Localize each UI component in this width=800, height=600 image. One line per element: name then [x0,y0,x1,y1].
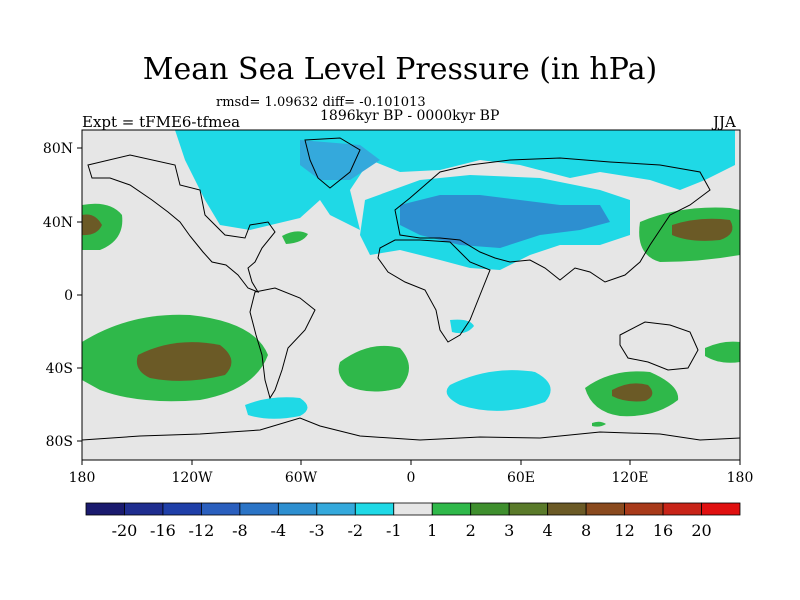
colorbar-swatch [162,502,202,516]
coast-eurasia [394,157,711,283]
coast-south-america [249,287,316,400]
colorbar-label: -12 [189,521,215,540]
colorbar-label: 20 [691,521,711,540]
season-label: JJA [713,113,736,131]
north-atlantic-positive [282,231,308,244]
lon-label-60w: 60W [285,470,318,486]
colorbar-swatch [393,502,433,516]
lon-label-60e: 60E [507,470,535,486]
colorbar-label: 8 [581,521,591,540]
stats-line: rmsd= 1.09632 diff= -0.101013 [216,95,426,110]
southern-ocean-negative [245,397,308,419]
colorbar-swatch [547,502,587,516]
lat-label-0: 0 [64,288,73,304]
colorbar-label: -1 [386,521,402,540]
lon-labels: 180 120W 60W 0 60E 120E 180 [69,470,754,486]
map-title: Mean Sea Level Pressure (in hPa) [142,52,658,87]
small-positive-patch [592,421,606,427]
colorbar-swatch [662,502,702,516]
colorbar: -20 -16 -12 -8 -4 -3 -2 -1 1 2 3 4 8 12 16 20 [85,502,741,540]
lon-label-120e: 120E [612,470,649,486]
colorbar-label: 12 [614,521,634,540]
colorbar-label: -16 [150,521,176,540]
colorbar-label: 16 [653,521,673,540]
colorbar-swatch [277,502,318,516]
south-atlantic-positive [338,345,409,392]
colorbar-label: 2 [466,521,476,540]
lon-label-180e: 180 [727,470,754,486]
indian-ocean-positive-core [612,383,653,402]
eurasia-core-negative [400,195,610,248]
colorbar-label: 3 [504,521,514,540]
colorbar-swatch [316,502,356,516]
colorbar-label: -4 [271,521,287,540]
colorbar-swatch [624,502,664,516]
lat-labels: 80N 40N 0 40S 80S [43,141,73,450]
colorbar-swatch [585,502,625,516]
east-pacific-positive-core [82,214,102,236]
coast-africa [377,239,491,343]
coast-north-america [87,154,276,294]
colorbar-swatch [85,502,125,516]
colorbar-swatch [239,502,279,516]
lon-label-120w: 120W [171,470,213,486]
coastlines [82,137,740,441]
south-atlantic-negative [446,370,551,411]
colorbar-label: -8 [232,521,248,540]
lon-label-0: 0 [407,470,416,486]
colorbar-swatch [124,502,164,516]
colorbar-label: -2 [347,521,363,540]
colorbar-swatch [470,502,510,516]
experiment-label: Expt = tFME6-tfmea [82,113,241,131]
lat-axis [77,147,82,442]
colorbar-label: -3 [309,521,325,540]
colorbar-label: -20 [112,521,138,540]
lon-label-180w: 180 [69,470,96,486]
coast-greenland [304,137,361,189]
coast-australia [619,321,699,371]
colorbar-swatch [431,502,472,516]
colorbar-label: 1 [427,521,437,540]
colorbar-swatch [701,502,741,516]
colorbar-swatch [354,502,395,516]
lon-axis [81,460,741,465]
lat-label-80s: 80S [46,434,73,450]
map-plot-area [82,130,740,460]
lat-label-80n: 80N [43,141,73,157]
south-pacific-positive-core [136,342,232,381]
coast-antarctica [82,417,740,441]
north-pacific-positive-core [672,218,733,241]
period-label: 1896kyr BP - 0000kyr BP [320,108,500,124]
lat-label-40n: 40N [43,215,73,231]
colorbar-swatch [201,502,241,516]
west-pacific-positive [705,341,740,363]
lat-label-40s: 40S [46,361,73,377]
colorbar-swatch [508,502,549,516]
colorbar-label: 4 [543,521,553,540]
east-pacific-positive [82,203,123,250]
